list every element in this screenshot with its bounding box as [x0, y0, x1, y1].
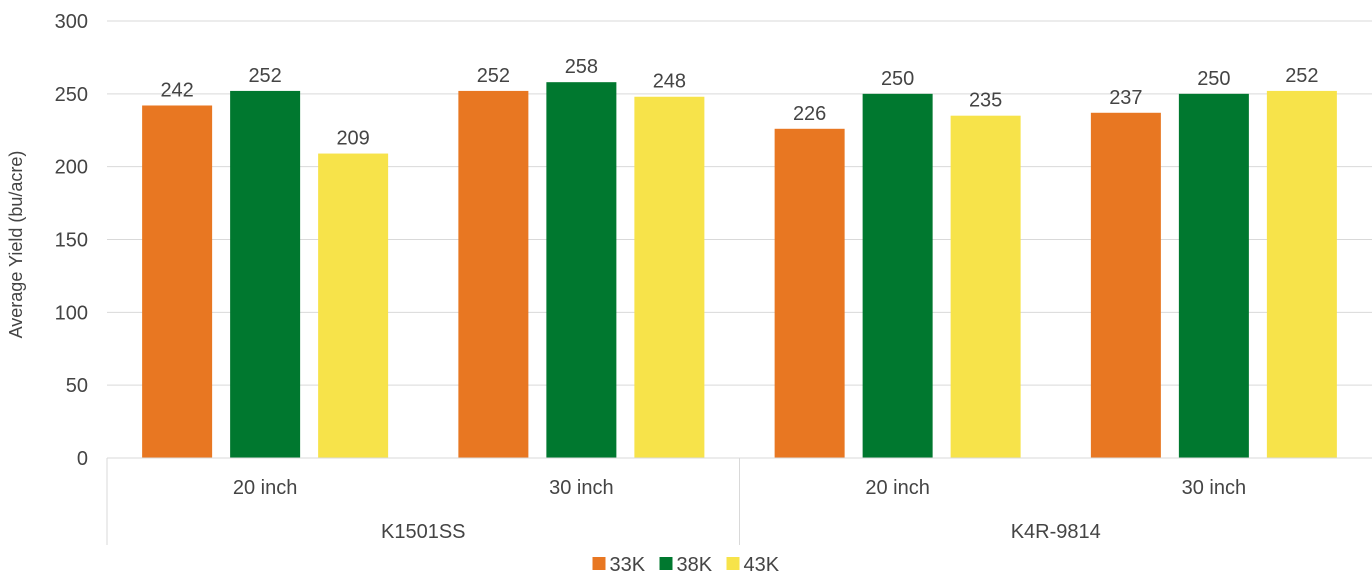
- data-labels: 242 252 209 252 258 248 226 250 235 237 250 252: [160, 56, 1318, 149]
- y-tick-label: 0: [77, 448, 88, 470]
- y-tick-label: 100: [55, 302, 88, 324]
- bar: [230, 90, 301, 459]
- legend-label: 43K: [744, 554, 780, 576]
- bars: [142, 82, 1337, 459]
- x-tick-label: 30 inch: [1182, 477, 1247, 499]
- x-tick-label: 30 inch: [549, 477, 614, 499]
- data-label: 226: [793, 103, 826, 125]
- data-label: 258: [565, 56, 598, 78]
- legend-label: 38K: [677, 554, 713, 576]
- bar: [546, 82, 617, 459]
- y-tick-label: 150: [55, 230, 88, 252]
- legend-swatch: [726, 557, 740, 570]
- legend: 33K 38K 43K: [592, 554, 780, 576]
- bar: [634, 96, 705, 458]
- bar: [950, 115, 1021, 458]
- data-label: 248: [653, 71, 686, 93]
- data-label: 252: [248, 65, 281, 87]
- data-label: 209: [336, 128, 369, 150]
- data-label: 237: [1109, 87, 1142, 109]
- bar: [458, 90, 529, 459]
- legend-label: 33K: [610, 554, 646, 576]
- legend-swatch: [592, 557, 606, 570]
- x-tick-label: 20 inch: [865, 477, 930, 499]
- legend-swatch: [659, 557, 673, 570]
- x-tick-label: 20 inch: [233, 477, 298, 499]
- y-tick-label: 300: [55, 11, 88, 33]
- bar: [1090, 112, 1161, 459]
- bar: [1178, 93, 1249, 458]
- bar: [142, 105, 213, 458]
- y-axis-title: Average Yield (bu/acre): [6, 151, 26, 339]
- group-label: K4R-9814: [1011, 521, 1101, 543]
- data-label: 252: [477, 65, 510, 87]
- data-label: 250: [881, 68, 914, 90]
- y-tick-label: 200: [55, 157, 88, 179]
- bar: [774, 128, 845, 458]
- data-label: 235: [969, 90, 1002, 112]
- gridlines: [107, 20, 1372, 386]
- x-axis: 20 inch 30 inch 20 inch 30 inch K1501SS K4R-9…: [106, 457, 1372, 545]
- bar: [1266, 90, 1337, 459]
- data-label: 242: [160, 79, 193, 101]
- group-label: K1501SS: [381, 521, 466, 543]
- y-tick-label: 50: [66, 375, 88, 397]
- bar: [862, 93, 933, 458]
- data-label: 252: [1285, 65, 1318, 87]
- y-tick-label: 250: [55, 84, 88, 106]
- data-label: 250: [1197, 68, 1230, 90]
- bar: [318, 153, 389, 458]
- y-axis-ticks: 0 50 100 150 200 250 300: [55, 11, 88, 470]
